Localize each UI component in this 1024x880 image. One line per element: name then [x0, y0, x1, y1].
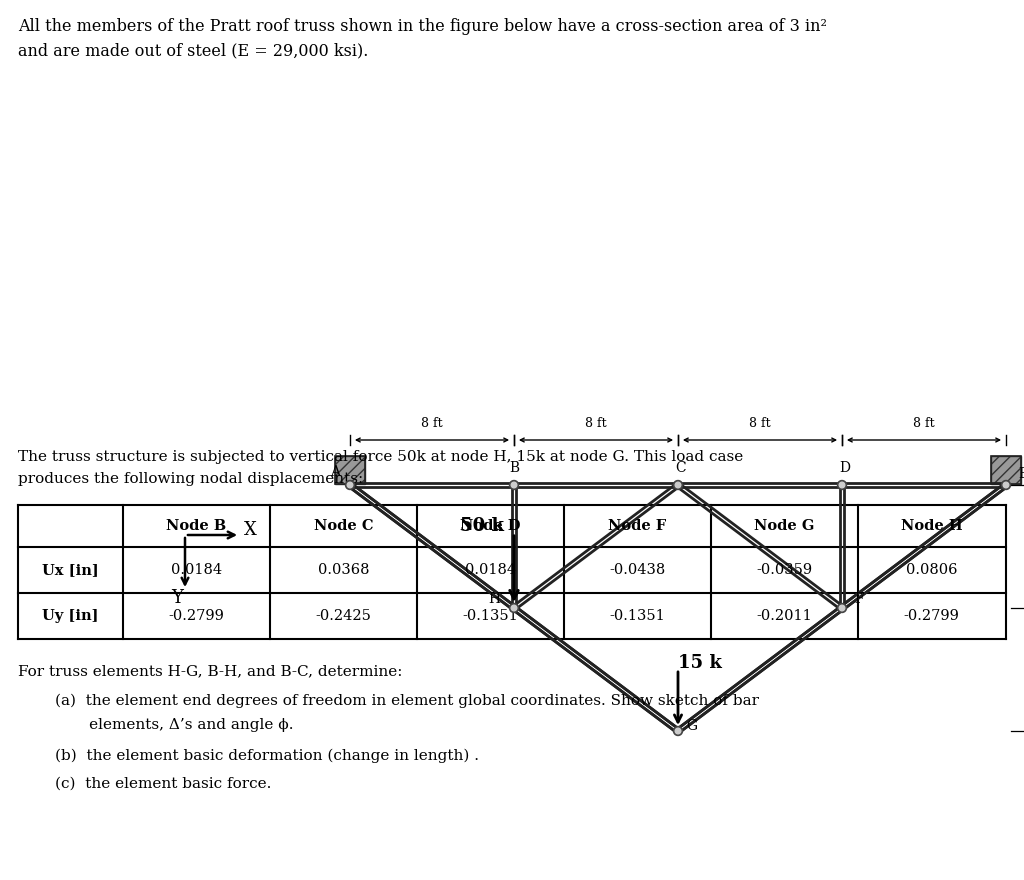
Text: (c)  the element basic force.: (c) the element basic force.: [55, 777, 271, 791]
Text: H: H: [488, 592, 500, 606]
Circle shape: [674, 727, 683, 736]
Circle shape: [840, 482, 845, 488]
Bar: [335, 456, 365, 484]
Text: Node D: Node D: [460, 519, 521, 533]
Text: 0.0184: 0.0184: [171, 563, 222, 577]
Text: Ux [in]: Ux [in]: [42, 563, 99, 577]
Text: 0.0184: 0.0184: [465, 563, 516, 577]
Text: 8 ft: 8 ft: [913, 417, 935, 430]
Text: and are made out of steel (E = 29,000 ksi).: and are made out of steel (E = 29,000 ks…: [18, 42, 369, 59]
Text: -0.1351: -0.1351: [609, 609, 666, 623]
Text: -0.2799: -0.2799: [903, 609, 959, 623]
Text: elements, Δ’s and angle ϕ.: elements, Δ’s and angle ϕ.: [55, 718, 294, 732]
Text: X: X: [244, 521, 256, 539]
Text: Y: Y: [171, 589, 183, 607]
Circle shape: [675, 482, 681, 488]
Text: E: E: [1018, 467, 1024, 481]
Text: -0.1351: -0.1351: [463, 609, 518, 623]
Text: produces the following nodal displacements:: produces the following nodal displacemen…: [18, 472, 364, 486]
Circle shape: [511, 482, 517, 488]
Circle shape: [675, 728, 681, 734]
Circle shape: [1004, 482, 1009, 488]
Text: G: G: [686, 719, 697, 733]
Text: The truss structure is subjected to vertical force 50k at node H, 15k at node G.: The truss structure is subjected to vert…: [18, 450, 743, 464]
Text: -0.2425: -0.2425: [315, 609, 372, 623]
Circle shape: [347, 482, 353, 488]
Text: C: C: [676, 461, 686, 475]
Text: A: A: [330, 465, 340, 479]
Text: Node B: Node B: [167, 519, 226, 533]
Bar: [991, 456, 1021, 484]
Text: All the members of the Pratt roof truss shown in the figure below have a cross-s: All the members of the Pratt roof truss …: [18, 18, 827, 35]
Text: -0.0359: -0.0359: [757, 563, 813, 577]
Text: (b)  the element basic deformation (change in length) .: (b) the element basic deformation (chang…: [55, 749, 479, 763]
Text: 0.0368: 0.0368: [317, 563, 370, 577]
Circle shape: [840, 605, 845, 611]
Text: For truss elements H-G, B-H, and B-C, determine:: For truss elements H-G, B-H, and B-C, de…: [18, 664, 402, 678]
Text: Node F: Node F: [608, 519, 667, 533]
Text: 50 k: 50 k: [460, 517, 504, 535]
Circle shape: [838, 480, 847, 489]
Text: 8 ft: 8 ft: [750, 417, 771, 430]
Circle shape: [1001, 480, 1011, 489]
Text: 8 ft: 8 ft: [421, 417, 442, 430]
Circle shape: [510, 604, 518, 612]
Bar: [991, 456, 1021, 484]
Text: D: D: [840, 461, 851, 475]
Text: 0.0806: 0.0806: [906, 563, 957, 577]
Text: Node C: Node C: [313, 519, 374, 533]
Circle shape: [674, 480, 683, 489]
Text: Node H: Node H: [901, 519, 963, 533]
Text: Uy [in]: Uy [in]: [42, 609, 98, 623]
Text: -0.2799: -0.2799: [169, 609, 224, 623]
Text: -0.0438: -0.0438: [609, 563, 666, 577]
Circle shape: [511, 605, 517, 611]
Circle shape: [838, 604, 847, 612]
Text: -0.2011: -0.2011: [757, 609, 812, 623]
Circle shape: [510, 480, 518, 489]
Text: 15 k: 15 k: [678, 654, 722, 672]
Text: B: B: [509, 461, 519, 475]
Text: F: F: [854, 592, 863, 606]
Text: (a)  the element end degrees of freedom in element global coordinates. Show sket: (a) the element end degrees of freedom i…: [55, 694, 759, 708]
Text: 8 ft: 8 ft: [585, 417, 607, 430]
Text: Node G: Node G: [755, 519, 815, 533]
Circle shape: [345, 480, 354, 489]
Bar: [335, 456, 365, 484]
